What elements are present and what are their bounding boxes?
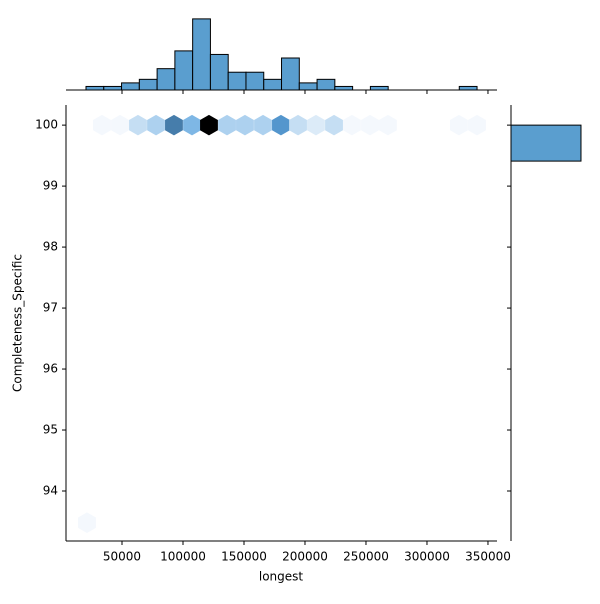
hexbin (450, 114, 468, 136)
histogram-bar (121, 82, 140, 91)
histogram-bar (227, 71, 247, 91)
x-tick-label: 300000 (404, 550, 450, 564)
histogram-bar (334, 85, 354, 91)
x-tick-label: 100000 (160, 550, 206, 564)
hexbin (183, 114, 201, 136)
histogram-bar (156, 68, 176, 91)
x-tick-label: 50000 (103, 550, 141, 564)
hexbin (468, 114, 486, 136)
hexbin (200, 114, 218, 136)
histogram-bar (510, 124, 582, 162)
hexbin (236, 114, 254, 136)
histogram-bar (85, 85, 105, 91)
y-tick-label: 94 (43, 483, 58, 497)
hexbin (325, 114, 343, 136)
hexbin (218, 114, 236, 136)
y-axis-label: Completeness_Specific (11, 254, 25, 392)
hexbin (343, 114, 361, 136)
histogram-bar (263, 78, 283, 91)
x-tick-label: 200000 (282, 550, 328, 564)
y-tick-label: 99 (43, 179, 58, 193)
y-tick-label: 100 (35, 118, 58, 132)
hexbin (111, 114, 129, 136)
x-axis-label: longest (259, 570, 304, 584)
x-tick-label: 250000 (343, 550, 389, 564)
hexbin (307, 114, 325, 136)
hexbin (129, 114, 147, 136)
histogram-bar (281, 57, 300, 91)
y-tick-label: 98 (43, 240, 58, 254)
histogram-bar (298, 82, 318, 91)
hexbin (78, 512, 96, 534)
y-tick-label: 96 (43, 362, 58, 376)
histogram-bar (245, 71, 265, 91)
y-tick-label: 95 (43, 423, 58, 437)
histogram-bar (103, 85, 123, 91)
x-tick-label: 350000 (465, 550, 511, 564)
hexbin (254, 114, 272, 136)
histogram-bar (316, 78, 336, 91)
hexbin (165, 114, 183, 136)
histogram-bar (192, 18, 211, 91)
hexbin (289, 114, 307, 136)
y-tick-label: 97 (43, 301, 58, 315)
x-tick-label: 150000 (221, 550, 267, 564)
hexbin (272, 114, 290, 136)
histogram-bar (369, 85, 389, 91)
histogram-bar (458, 85, 478, 91)
histogram-bar (209, 53, 229, 91)
histogram-bar (138, 78, 158, 91)
hexbin (93, 114, 111, 136)
histogram-bar (174, 50, 194, 91)
hexbin (147, 114, 165, 136)
hexbin (379, 114, 397, 136)
hexbin (361, 114, 379, 136)
